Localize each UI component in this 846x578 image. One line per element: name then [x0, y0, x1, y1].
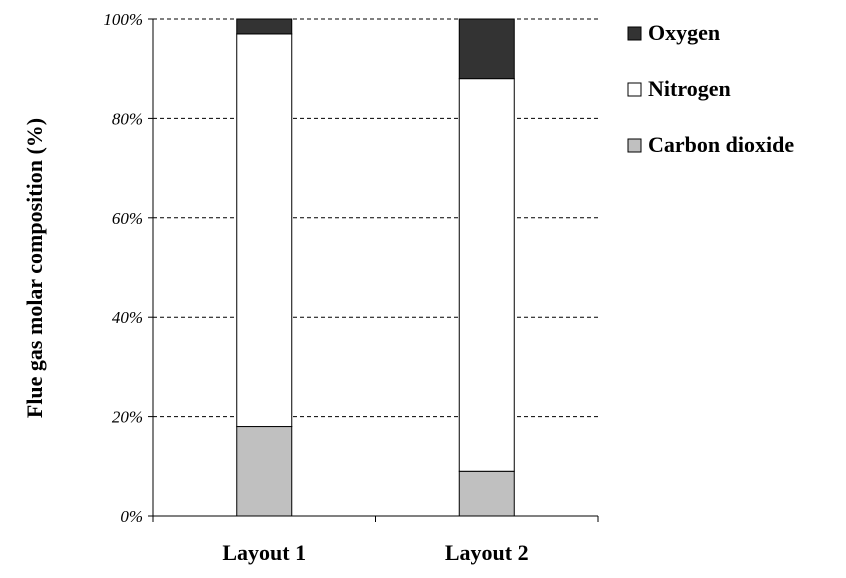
y-tick-labels: 0% 20% 40% 60% 80% 100%: [103, 10, 143, 526]
y-tick-label: 20%: [112, 408, 143, 427]
y-tick-label: 40%: [112, 308, 143, 327]
axes: [148, 18, 599, 522]
y-tick-label: 0%: [120, 507, 143, 526]
bars: [236, 18, 515, 517]
x-category-label: Layout 1: [222, 540, 306, 565]
bar-segment: [458, 470, 515, 517]
bar-segment: [458, 78, 515, 472]
y-tick-label: 80%: [112, 109, 143, 128]
bar-segment: [236, 18, 293, 35]
legend-swatch: [627, 82, 642, 97]
legend-label: Carbon dioxide: [648, 132, 794, 157]
bar-segment: [236, 33, 293, 428]
legend-label: Oxygen: [648, 20, 720, 45]
legend-label: Nitrogen: [648, 76, 731, 101]
y-tick-label: 60%: [112, 209, 143, 228]
bar-segment: [458, 18, 515, 80]
y-axis-title: Flue gas molar composition (%): [22, 118, 47, 418]
y-tick-label: 100%: [103, 10, 143, 29]
legend-swatch: [627, 138, 642, 153]
legend-swatch: [627, 26, 642, 41]
gridlines: [153, 18, 598, 418]
legend: Oxygen Nitrogen Carbon dioxide: [627, 20, 794, 157]
bar-segment: [236, 426, 293, 517]
x-category-labels: Layout 1 Layout 2: [222, 540, 528, 565]
x-category-label: Layout 2: [445, 540, 529, 565]
